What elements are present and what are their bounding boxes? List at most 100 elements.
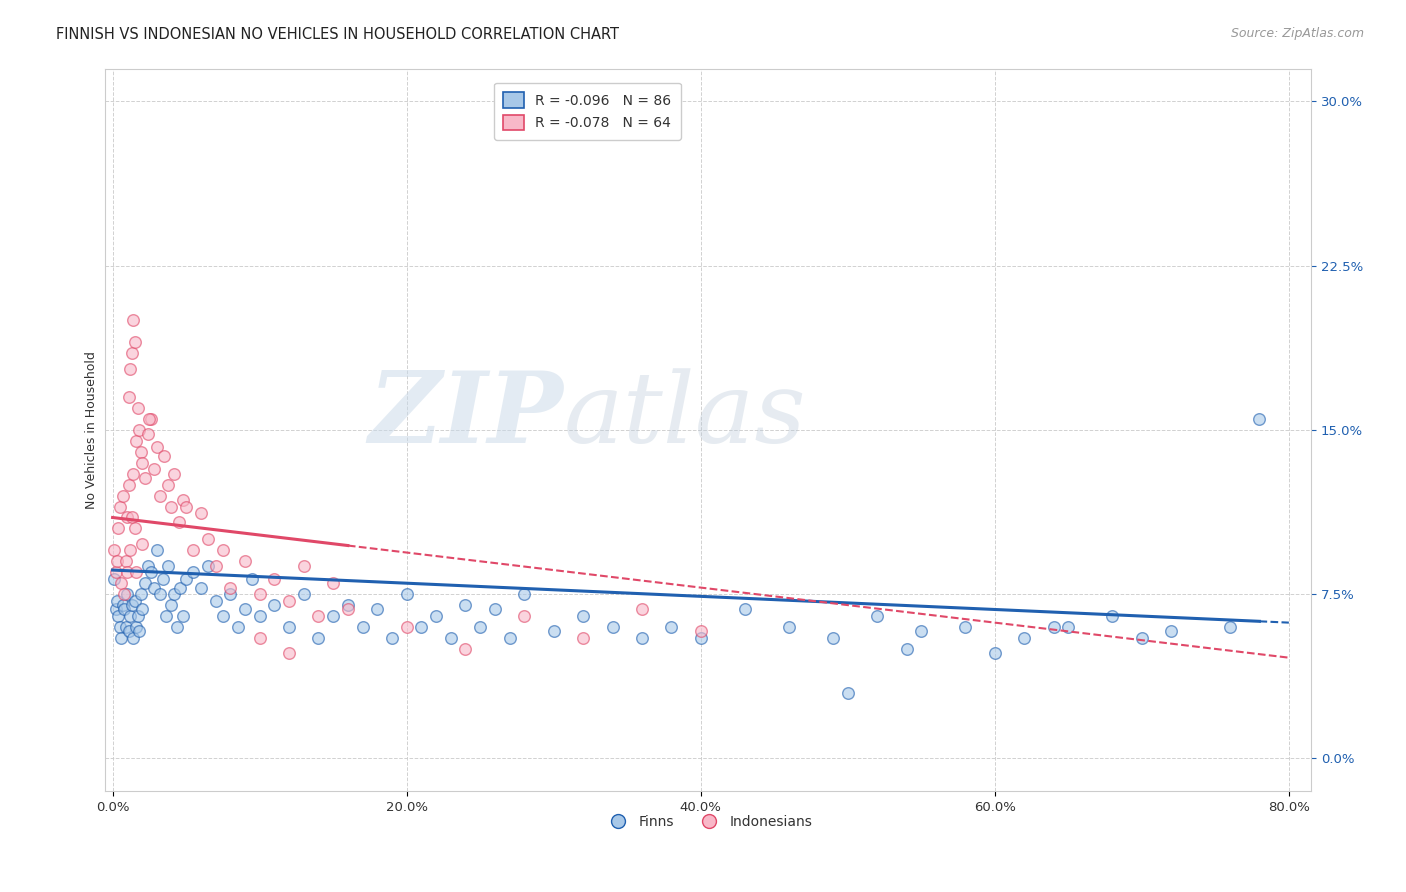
Point: [249, 631, 271, 645]
Point: [138, 412, 160, 426]
Point: [121, 598, 143, 612]
Point: [127, 609, 149, 624]
Point: [249, 609, 271, 624]
Point: [219, 587, 242, 601]
Point: [111, 598, 134, 612]
Point: [212, 543, 235, 558]
Point: [117, 587, 139, 601]
Point: [103, 572, 125, 586]
Point: [425, 609, 447, 624]
Point: [866, 609, 889, 624]
Point: [352, 620, 374, 634]
Point: [131, 602, 153, 616]
Point: [233, 602, 256, 616]
Point: [307, 609, 329, 624]
Point: [440, 631, 463, 645]
Point: [174, 500, 197, 514]
Point: [110, 576, 132, 591]
Point: [204, 593, 226, 607]
Point: [149, 489, 172, 503]
Point: [128, 423, 150, 437]
Point: [734, 602, 756, 616]
Point: [157, 477, 180, 491]
Point: [136, 558, 159, 573]
Point: [263, 572, 285, 586]
Point: [120, 361, 142, 376]
Point: [112, 587, 135, 601]
Point: [114, 620, 136, 634]
Point: [157, 558, 180, 573]
Point: [1219, 620, 1241, 634]
Point: [1042, 620, 1064, 634]
Point: [122, 631, 145, 645]
Point: [1249, 412, 1271, 426]
Point: [124, 521, 146, 535]
Point: [131, 537, 153, 551]
Point: [190, 506, 212, 520]
Point: [131, 456, 153, 470]
Point: [395, 587, 418, 601]
Point: [896, 641, 918, 656]
Point: [105, 554, 128, 568]
Point: [513, 587, 536, 601]
Point: [134, 576, 156, 591]
Point: [134, 471, 156, 485]
Point: [183, 543, 205, 558]
Point: [129, 444, 152, 458]
Point: [278, 593, 301, 607]
Point: [167, 515, 190, 529]
Point: [322, 609, 344, 624]
Point: [152, 572, 174, 586]
Point: [984, 646, 1007, 660]
Point: [124, 335, 146, 350]
Point: [572, 609, 595, 624]
Point: [659, 620, 682, 634]
Point: [1160, 624, 1182, 639]
Point: [103, 543, 125, 558]
Point: [602, 620, 624, 634]
Point: [117, 510, 139, 524]
Point: [105, 593, 128, 607]
Point: [454, 598, 477, 612]
Point: [145, 441, 167, 455]
Point: [139, 566, 162, 580]
Text: FINNISH VS INDONESIAN NO VEHICLES IN HOUSEHOLD CORRELATION CHART: FINNISH VS INDONESIAN NO VEHICLES IN HOU…: [56, 27, 619, 42]
Point: [166, 620, 188, 634]
Point: [149, 587, 172, 601]
Text: Source: ZipAtlas.com: Source: ZipAtlas.com: [1230, 27, 1364, 40]
Point: [249, 587, 271, 601]
Point: [689, 624, 711, 639]
Point: [278, 646, 301, 660]
Point: [160, 598, 183, 612]
Point: [212, 609, 235, 624]
Point: [128, 624, 150, 639]
Point: [153, 449, 176, 463]
Point: [117, 566, 139, 580]
Point: [108, 500, 131, 514]
Point: [104, 566, 127, 580]
Point: [307, 631, 329, 645]
Point: [125, 566, 148, 580]
Point: [142, 581, 165, 595]
Point: [292, 558, 315, 573]
Text: ZIP: ZIP: [368, 368, 564, 464]
Point: [366, 602, 388, 616]
Point: [336, 602, 359, 616]
Point: [910, 624, 932, 639]
Point: [197, 533, 219, 547]
Point: [689, 631, 711, 645]
Point: [104, 602, 127, 616]
Legend: Finns, Indonesians: Finns, Indonesians: [598, 810, 818, 835]
Point: [172, 493, 194, 508]
Point: [183, 566, 205, 580]
Point: [543, 624, 565, 639]
Point: [108, 620, 131, 634]
Point: [411, 620, 433, 634]
Point: [118, 624, 141, 639]
Point: [336, 598, 359, 612]
Point: [107, 609, 129, 624]
Point: [190, 581, 212, 595]
Point: [127, 401, 149, 415]
Point: [112, 602, 135, 616]
Point: [142, 462, 165, 476]
